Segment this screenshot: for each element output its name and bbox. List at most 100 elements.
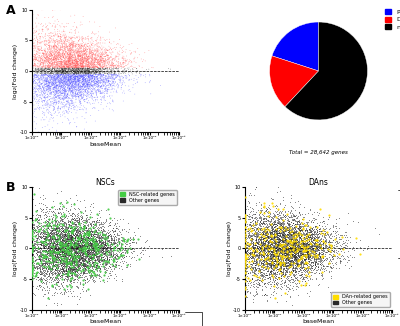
Point [80,86,87,91]
Point [38,240,44,245]
Point [315,242,322,247]
Point [75,85,82,91]
Point [82,257,88,262]
Point [45,66,51,71]
Point [272,238,278,243]
Point [46,85,52,90]
Point [71,247,78,252]
Point [77,57,84,62]
Point [298,234,304,239]
Point [242,263,248,269]
Point [252,248,258,253]
Point [100,65,106,70]
Point [320,232,327,237]
Point [41,48,48,53]
Point [29,218,35,223]
Point [66,58,72,63]
Point [296,245,302,251]
Point [63,274,69,279]
Point [80,65,86,70]
Point [83,62,90,67]
Point [40,77,46,82]
Point [50,261,56,267]
Point [88,82,94,87]
Point [50,87,57,92]
Point [51,51,58,56]
Point [66,257,72,262]
Point [54,106,60,111]
Point [279,209,285,214]
Point [83,244,90,249]
Point [258,260,264,265]
Point [45,108,52,113]
Point [282,252,289,257]
Point [67,67,74,72]
Point [90,240,97,245]
Point [42,90,49,95]
Point [251,245,258,250]
Point [85,86,91,91]
Point [73,227,80,232]
Point [43,58,49,63]
Point [52,92,59,97]
Point [54,74,60,79]
Point [272,231,278,237]
Point [36,228,42,233]
Point [302,254,308,259]
Point [43,270,50,275]
Point [97,63,103,68]
Point [80,251,86,256]
Point [100,252,106,257]
Point [295,246,302,251]
Point [302,256,308,261]
Point [84,244,90,249]
Point [77,249,84,254]
Point [324,264,330,269]
Point [41,238,47,243]
Point [40,242,47,247]
Point [77,75,84,80]
Point [270,237,276,242]
Point [74,245,80,250]
Point [61,248,68,253]
Point [69,81,75,86]
Point [80,80,86,85]
Point [293,239,300,244]
Point [65,256,71,261]
Point [56,224,62,229]
Point [50,62,57,67]
Point [42,56,49,62]
Point [73,271,79,276]
Point [37,78,44,83]
Point [29,58,35,63]
Point [33,230,39,235]
Point [297,275,303,281]
Point [276,275,282,280]
Point [88,64,94,69]
Point [50,78,56,83]
Point [71,66,78,71]
Point [98,84,105,89]
Point [314,254,321,259]
Point [78,53,84,58]
Point [274,248,280,254]
Point [32,240,38,245]
Point [35,106,42,111]
Point [279,263,286,268]
Point [57,250,64,255]
Point [51,251,57,256]
Point [287,257,293,262]
Point [275,234,281,239]
Point [64,257,70,262]
Point [91,57,97,62]
Point [120,68,126,73]
Point [110,236,117,241]
Point [70,79,77,84]
Point [57,48,64,53]
Point [276,252,282,257]
Point [261,241,267,246]
Point [330,254,336,259]
Point [54,54,60,59]
Point [242,233,248,239]
Point [54,276,61,281]
